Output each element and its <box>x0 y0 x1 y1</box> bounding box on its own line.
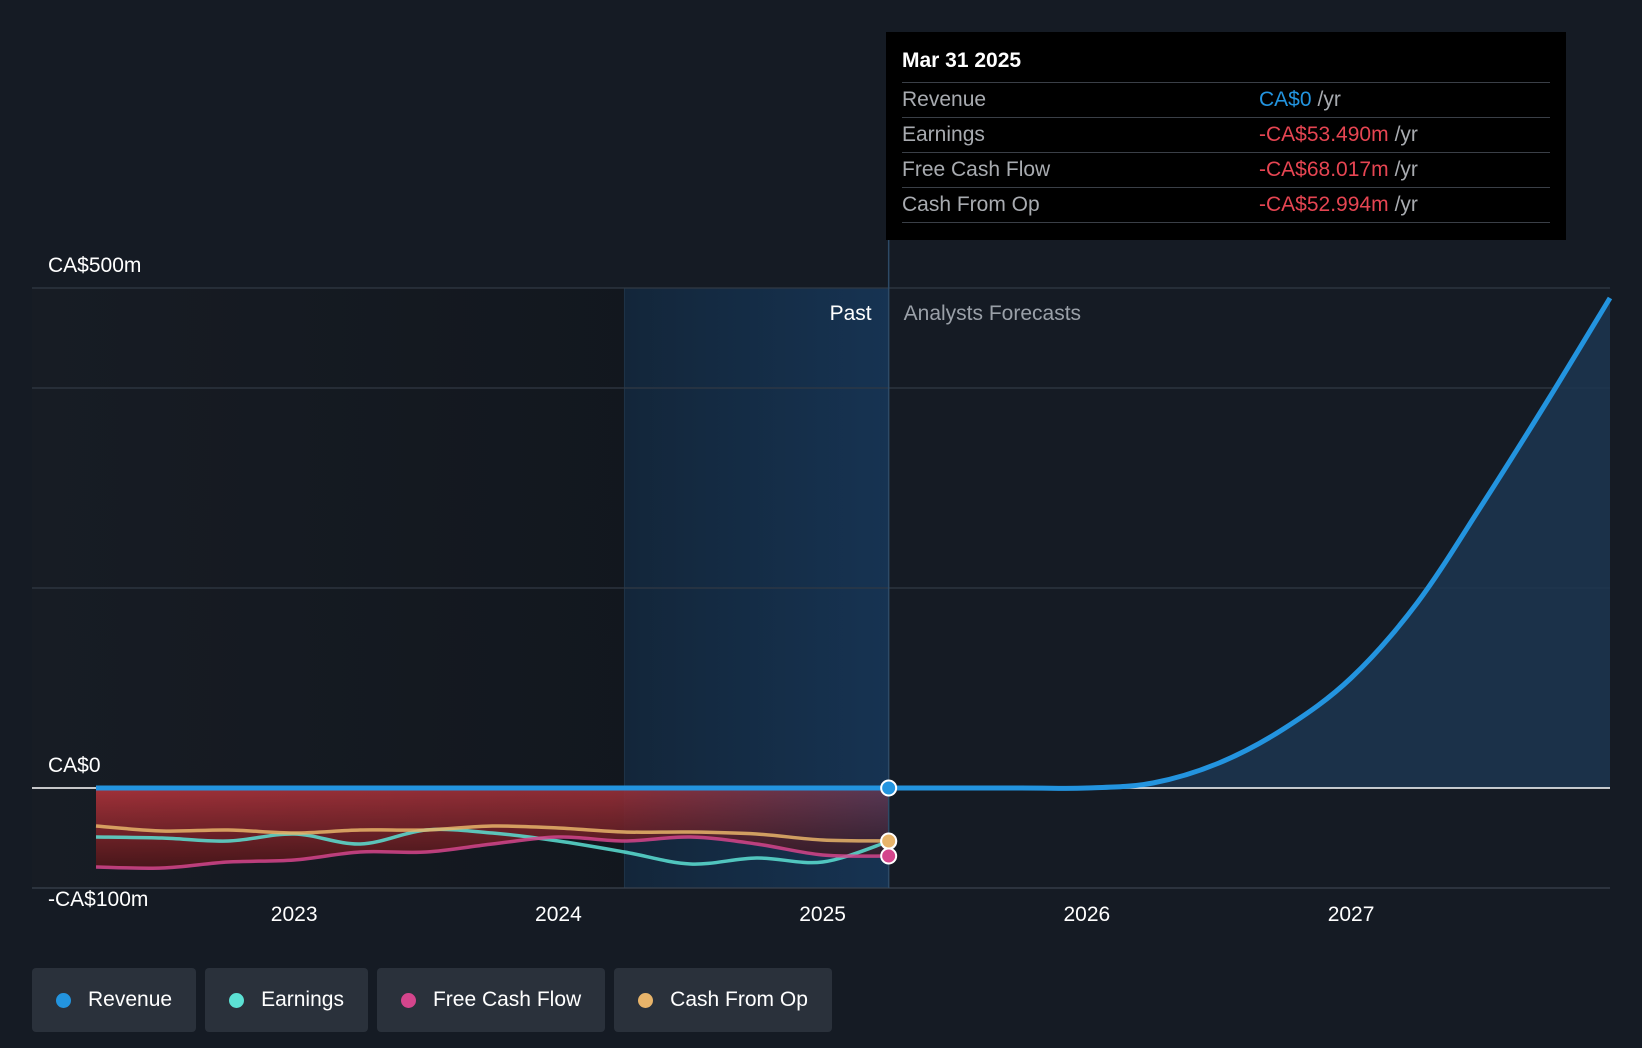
legend-label: Free Cash Flow <box>432 988 582 1011</box>
series-line-free-cash-flow <box>95 835 889 870</box>
tooltip-unit: /yr <box>1317 88 1341 111</box>
legend-dot-icon <box>400 992 416 1008</box>
legend-item-free-cash-flow[interactable]: Free Cash Flow <box>376 968 606 1032</box>
legend-item-revenue[interactable]: Revenue <box>32 968 197 1032</box>
loss-area-shade <box>96 788 889 869</box>
legend-item-earnings[interactable]: Earnings <box>205 968 368 1032</box>
marker-cash-from-op <box>880 832 898 850</box>
x-tick-label: 2023 <box>271 903 318 926</box>
x-tick-label: 2025 <box>799 903 846 926</box>
legend-label: Earnings <box>261 988 344 1011</box>
tooltip-row-revenue: Revenue CA$0/yr <box>902 82 1550 117</box>
tooltip-unit: /yr <box>1394 193 1418 216</box>
tooltip-label: Cash From Op <box>902 193 1040 216</box>
tooltip-value: -CA$68.017m <box>1259 158 1389 181</box>
marker-revenue <box>880 779 898 797</box>
series-line-revenue <box>96 296 1613 791</box>
legend-dot-icon <box>638 992 654 1008</box>
legend-item-cash-from-op[interactable]: Cash From Op <box>614 968 832 1032</box>
hover-tooltip: Mar 31 2025 Revenue CA$0/yr Earnings -CA$53… <box>886 32 1566 240</box>
tooltip-row-cash-from-op: Cash From Op -CA$52.994m/yr <box>902 187 1550 223</box>
legend-label: Revenue <box>88 988 173 1011</box>
tooltip-label: Earnings <box>902 123 985 146</box>
x-tick-label: 2027 <box>1328 903 1375 926</box>
tooltip-value: -CA$53.490m <box>1259 123 1389 146</box>
legend-dot-icon <box>56 992 71 1008</box>
tooltip-date: Mar 31 2025 <box>902 49 1022 72</box>
legend-dot-icon <box>229 992 245 1008</box>
past-label: Past <box>830 302 872 325</box>
tooltip-value: -CA$52.994m <box>1259 193 1389 216</box>
tooltip-unit: /yr <box>1394 123 1418 146</box>
x-tick-label: 2024 <box>535 903 582 926</box>
y-axis-label: -CA$100m <box>48 888 148 911</box>
forecast-label: Analysts Forecasts <box>904 302 1081 325</box>
tooltip-label: Revenue <box>902 88 987 111</box>
tooltip-row-free-cash-flow: Free Cash Flow -CA$68.017m/yr <box>902 152 1550 187</box>
tooltip-row-earnings: Earnings -CA$53.490m/yr <box>902 117 1550 152</box>
y-axis-label: CA$500m <box>48 254 141 277</box>
y-axis-label: CA$0 <box>48 754 101 777</box>
legend-label: Cash From Op <box>670 988 808 1011</box>
revenue-forecast-area <box>888 298 1610 789</box>
x-tick-label: 2026 <box>1063 903 1110 926</box>
series-line-earnings <box>95 827 890 866</box>
chart-legend: Revenue Earnings Free Cash Flow Cash From O… <box>32 968 832 1032</box>
tooltip-label: Free Cash Flow <box>902 158 1051 181</box>
marker-free-cash-flow <box>880 847 898 865</box>
tooltip-value: CA$0 <box>1259 88 1312 111</box>
tooltip-unit: /yr <box>1394 158 1418 181</box>
series-line-cash-from-op <box>95 824 889 843</box>
